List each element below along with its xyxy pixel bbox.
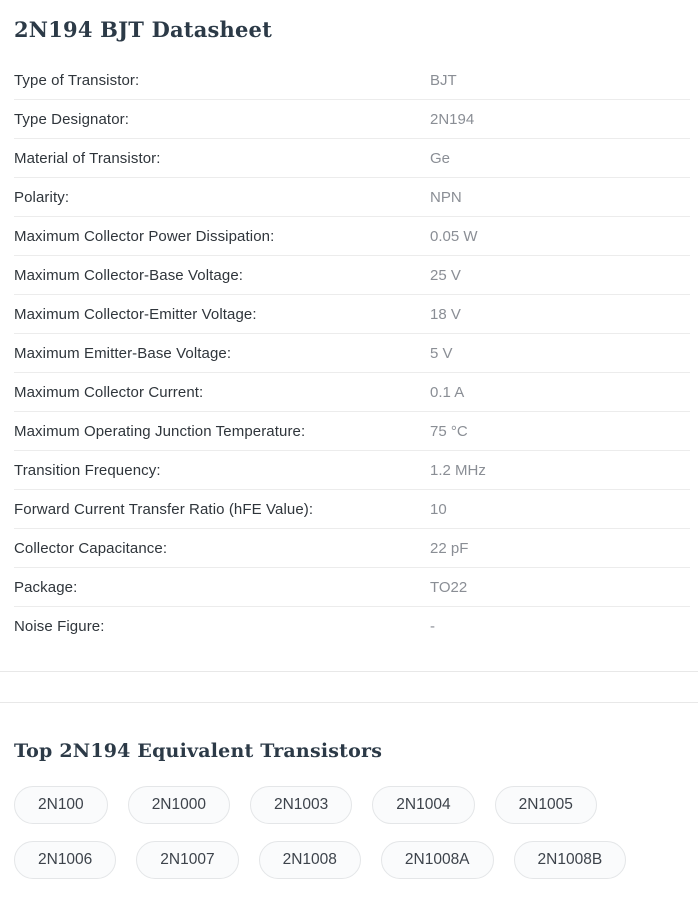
table-row: Transition Frequency: 1.2 MHz bbox=[14, 451, 690, 490]
table-row: Forward Current Transfer Ratio (hFE Valu… bbox=[14, 490, 690, 529]
table-row: Type of Transistor: BJT bbox=[14, 61, 690, 100]
table-row: Maximum Operating Junction Temperature: … bbox=[14, 412, 690, 451]
spec-value: - bbox=[430, 618, 435, 635]
equivalent-transistor-link[interactable]: 2N1000 bbox=[127, 786, 230, 824]
section-divider bbox=[0, 702, 698, 703]
spec-value: 18 V bbox=[430, 305, 461, 323]
spec-label: Transition Frequency: bbox=[14, 461, 161, 479]
equivalent-transistor-list: 2N100 2N1000 2N1003 2N1004 2N1005 2N1006… bbox=[14, 786, 674, 913]
table-row: Noise Figure: - bbox=[14, 607, 690, 646]
spec-label: Noise Figure: bbox=[14, 618, 105, 635]
equivalent-transistor-link[interactable]: 2N1008A bbox=[380, 841, 494, 879]
table-row: Collector Capacitance: 22 pF bbox=[14, 529, 690, 568]
table-row: Maximum Emitter-Base Voltage: 5 V bbox=[14, 334, 690, 373]
spec-value: TO22 bbox=[430, 578, 468, 596]
spec-value: NPN bbox=[430, 188, 462, 206]
spec-label: Maximum Collector-Emitter Voltage: bbox=[14, 305, 257, 323]
spacer bbox=[0, 646, 698, 671]
table-row: Type Designator: 2N194 bbox=[14, 100, 690, 139]
spec-value: 2N194 bbox=[430, 110, 475, 128]
spec-label: Package: bbox=[14, 578, 78, 596]
table-row: Polarity: NPN bbox=[14, 178, 690, 217]
spec-label: Polarity: bbox=[14, 188, 70, 206]
spec-value: 25 V bbox=[430, 266, 461, 284]
datasheet-section: 2N194 BJT Datasheet Type of Transistor: … bbox=[14, 17, 690, 646]
spec-label: Type of Transistor: bbox=[14, 71, 140, 89]
equivalent-transistor-link[interactable]: 2N1003 bbox=[249, 786, 353, 824]
spacer bbox=[0, 672, 698, 702]
table-row: Maximum Collector-Base Voltage: 25 V bbox=[14, 256, 690, 295]
equivalent-transistor-link[interactable]: 2N1007 bbox=[136, 841, 239, 879]
spec-label: Type Designator: bbox=[14, 110, 129, 128]
spec-label: Maximum Emitter-Base Voltage: bbox=[14, 344, 232, 362]
spec-value: 0.1 A bbox=[430, 383, 465, 401]
spec-label: Maximum Collector Current: bbox=[14, 383, 204, 401]
spec-value: 22 pF bbox=[430, 539, 469, 557]
table-row: Maximum Collector Power Dissipation: 0.0… bbox=[14, 217, 690, 256]
spec-value: Ge bbox=[430, 149, 451, 167]
spec-table: Type of Transistor: BJT Type Designator:… bbox=[14, 61, 690, 646]
equivalent-transistor-link[interactable]: 2N1004 bbox=[372, 786, 475, 824]
table-row: Package: TO22 bbox=[14, 568, 690, 607]
equivalent-transistor-link[interactable]: 2N1006 bbox=[14, 841, 117, 879]
table-row: Maximum Collector-Emitter Voltage: 18 V bbox=[14, 295, 690, 334]
spec-value: 1.2 MHz bbox=[430, 461, 486, 479]
equivalent-transistor-link[interactable]: 2N1008 bbox=[258, 841, 361, 879]
spec-value: 75 °C bbox=[430, 422, 468, 440]
equivalent-transistor-link[interactable]: 2N1008B bbox=[513, 841, 627, 879]
spec-label: Forward Current Transfer Ratio (hFE Valu… bbox=[14, 500, 314, 518]
spec-value: 5 V bbox=[430, 344, 453, 362]
equivalent-transistor-link[interactable]: 2N1005 bbox=[494, 786, 597, 824]
spec-label: Maximum Collector-Base Voltage: bbox=[14, 266, 244, 284]
spec-label: Maximum Operating Junction Temperature: bbox=[14, 422, 306, 440]
spec-value: BJT bbox=[430, 71, 457, 89]
spec-label: Collector Capacitance: bbox=[14, 539, 168, 557]
spec-value: 0.05 W bbox=[430, 227, 478, 245]
equivalents-section: Top 2N194 Equivalent Transistors 2N100 2… bbox=[0, 703, 698, 913]
page-title: 2N194 BJT Datasheet bbox=[14, 17, 273, 42]
table-row: Maximum Collector Current: 0.1 A bbox=[14, 373, 690, 412]
table-row: Material of Transistor: Ge bbox=[14, 139, 690, 178]
spec-value: 10 bbox=[430, 500, 447, 518]
section-divider bbox=[0, 671, 698, 672]
equivalents-title: Top 2N194 Equivalent Transistors bbox=[14, 740, 383, 762]
equivalent-transistor-link[interactable]: 2N100 bbox=[14, 786, 108, 824]
spec-label: Material of Transistor: bbox=[14, 149, 161, 167]
spec-label: Maximum Collector Power Dissipation: bbox=[14, 227, 275, 245]
